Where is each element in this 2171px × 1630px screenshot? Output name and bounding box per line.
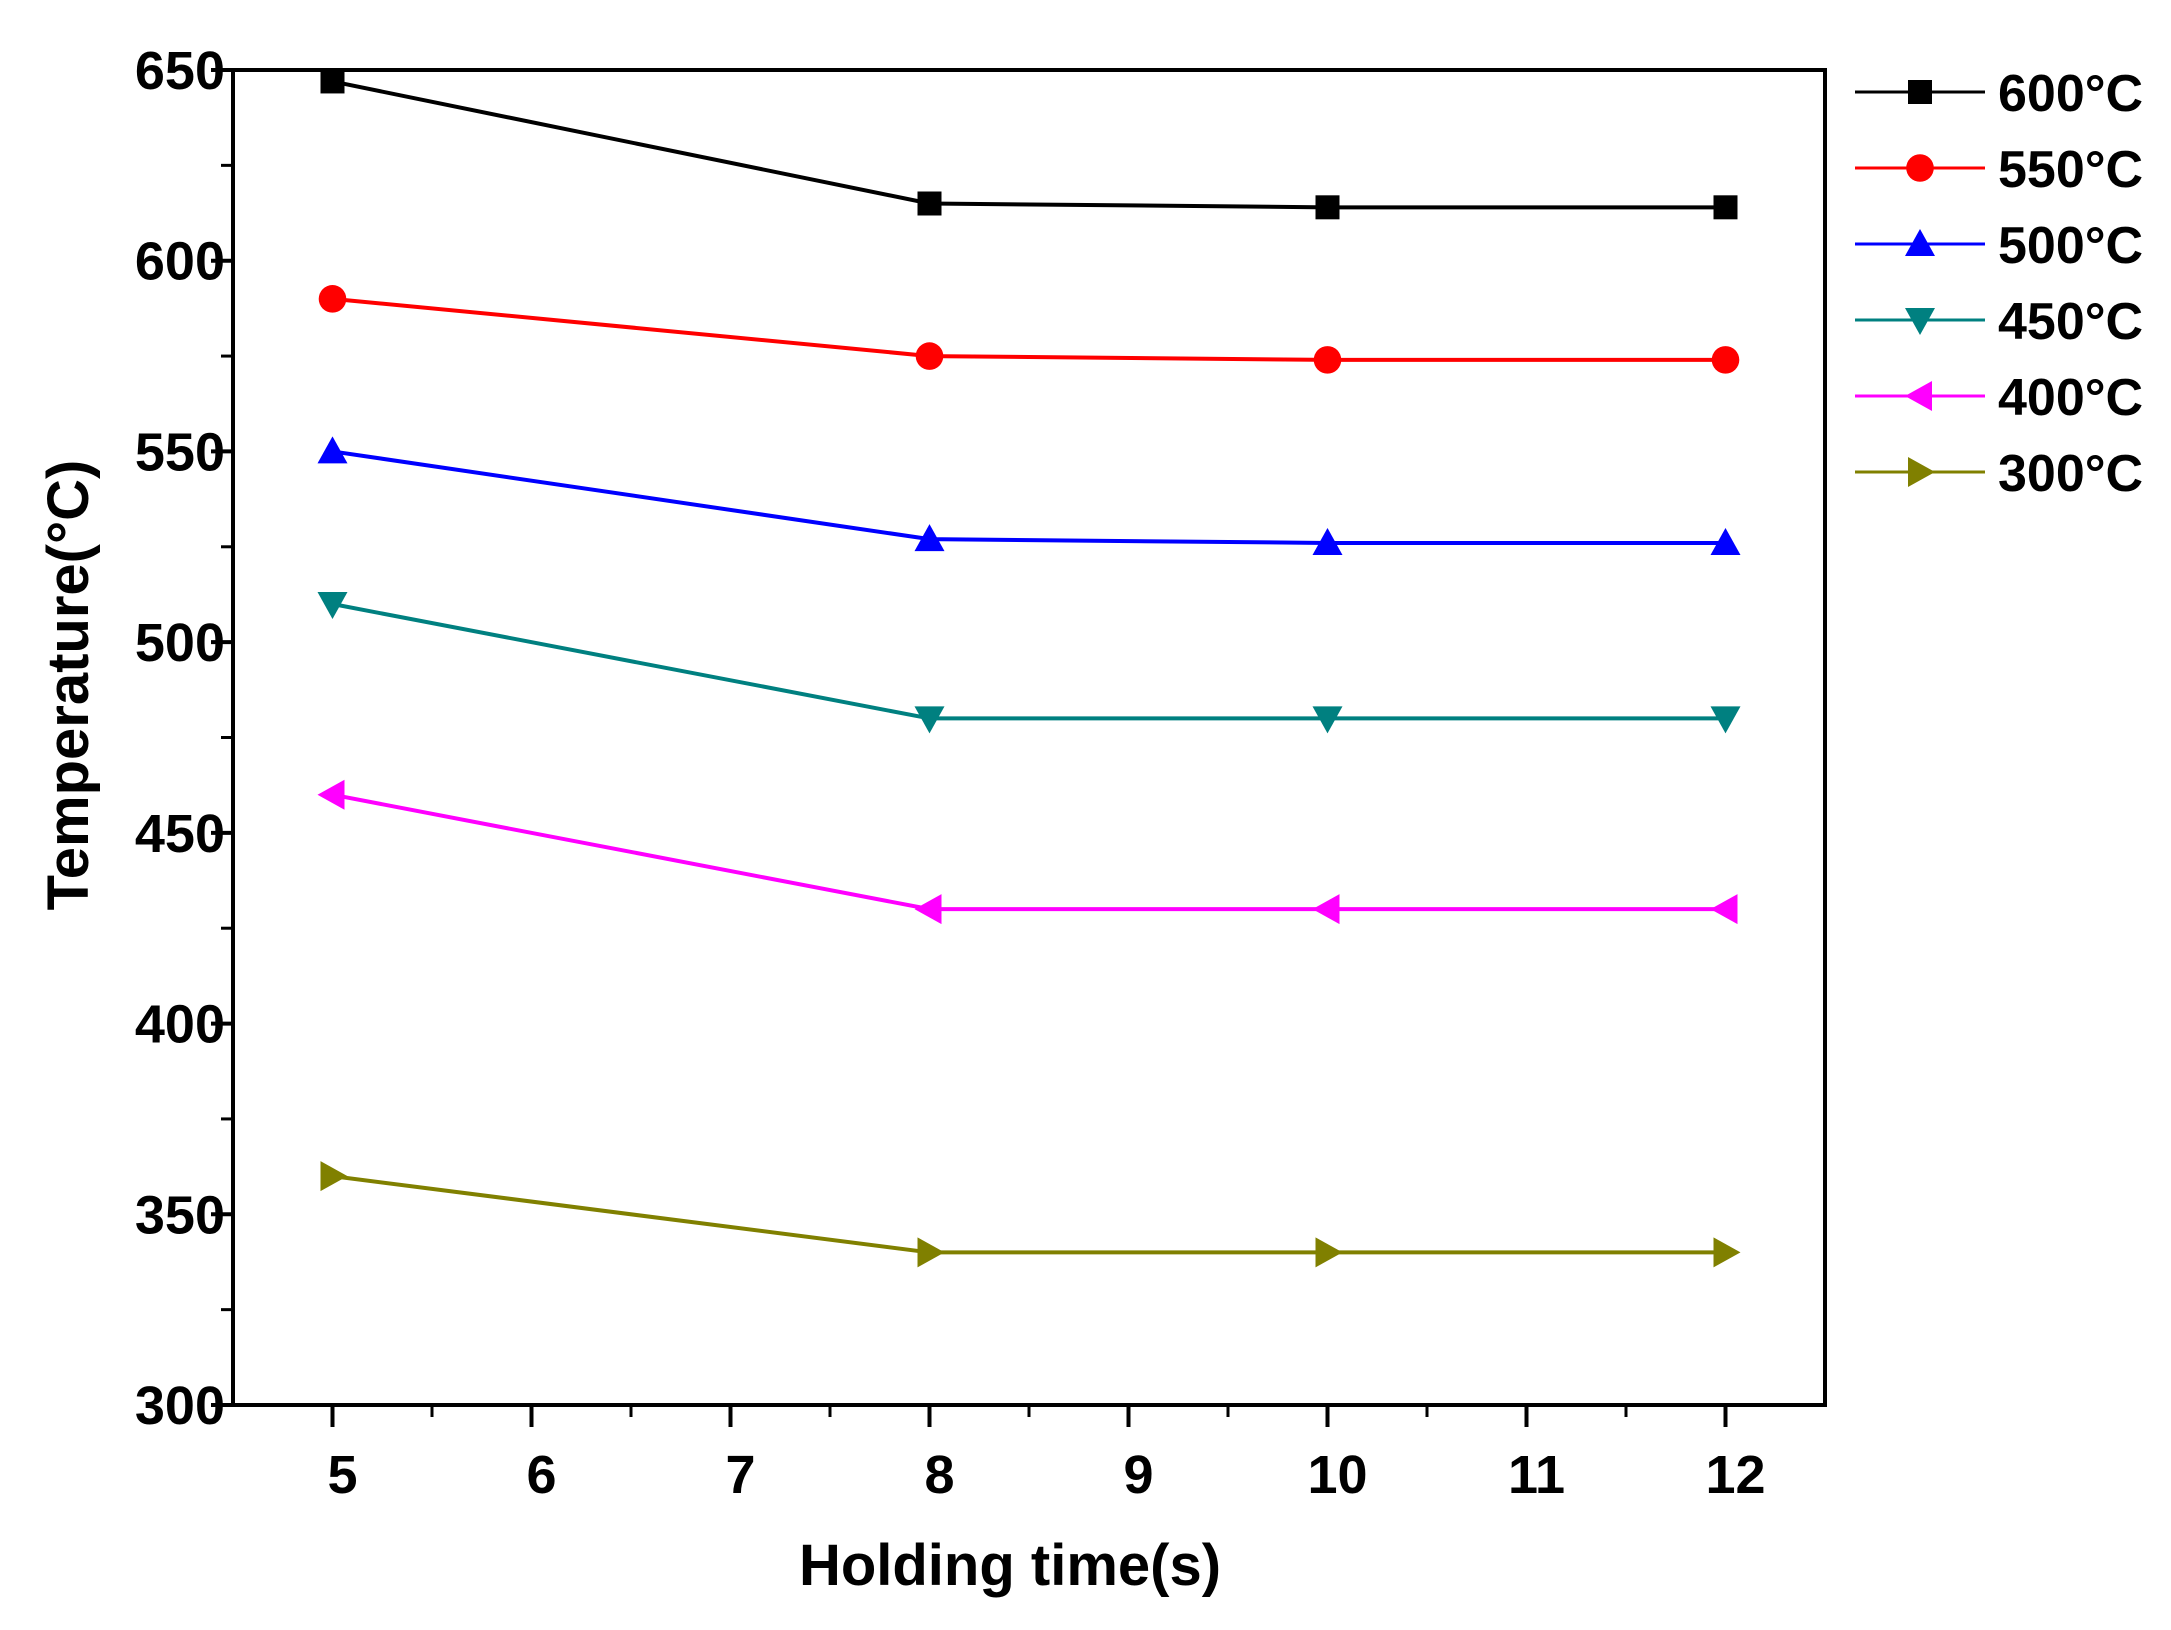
- data-point: [1312, 706, 1343, 734]
- data-point: [1315, 1237, 1343, 1268]
- y-tick-label: 500: [135, 613, 225, 673]
- y-tick-label: 300: [135, 1376, 225, 1436]
- data-point: [1710, 706, 1741, 734]
- legend-marker: [1908, 80, 1932, 104]
- series-1: [318, 285, 1740, 374]
- x-tick-label: 8: [924, 1445, 954, 1505]
- x-tick-label: 9: [1123, 1445, 1153, 1505]
- data-point: [1713, 1237, 1741, 1268]
- data-point: [1313, 346, 1342, 374]
- legend-item: 450°C: [1855, 293, 2143, 351]
- data-point: [317, 779, 345, 810]
- data-point: [1711, 346, 1740, 374]
- legend-marker: [1905, 381, 1932, 411]
- x-tick-label: 11: [1508, 1445, 1565, 1505]
- y-tick-label: 600: [135, 232, 225, 292]
- y-axis: 300 350 400 450 500 550 600 650: [135, 41, 233, 1436]
- series-line: [332, 1174, 1726, 1255]
- legend-label: 550°C: [1998, 141, 2143, 199]
- legend-item: 600°C: [1855, 65, 2143, 123]
- legend-label: 500°C: [1998, 217, 2143, 275]
- legend-item: 500°C: [1855, 217, 2143, 275]
- data-point: [917, 191, 942, 216]
- x-axis: 5 6 7 8 9 10 11 12: [327, 1405, 1766, 1505]
- legend-label: 450°C: [1998, 293, 2143, 351]
- data-point: [320, 1161, 348, 1192]
- series-line: [332, 79, 1726, 210]
- y-tick-label: 450: [135, 804, 225, 864]
- x-tick-label: 5: [327, 1445, 357, 1505]
- data-point: [914, 894, 942, 925]
- x-tick-label: 12: [1705, 1445, 1765, 1505]
- legend-marker: [1908, 457, 1935, 487]
- legend-item: 400°C: [1855, 369, 2143, 427]
- y-tick-label: 550: [135, 422, 225, 482]
- series-line: [332, 296, 1726, 362]
- legend-item: 550°C: [1855, 141, 2143, 199]
- x-axis-title: Holding time(s): [799, 1533, 1221, 1598]
- data-point: [317, 592, 348, 619]
- data-point: [917, 1237, 945, 1268]
- data-point: [915, 342, 944, 370]
- x-tick-label: 10: [1307, 1445, 1367, 1505]
- series-line: [332, 792, 1726, 912]
- data-point: [914, 524, 945, 552]
- data-point: [1312, 527, 1343, 555]
- series-3: [317, 592, 1741, 734]
- y-tick-label: 400: [135, 995, 225, 1055]
- data-point: [1315, 195, 1340, 220]
- legend-item: 300°C: [1855, 445, 2143, 503]
- legend-label: 600°C: [1998, 65, 2143, 123]
- data-point: [914, 706, 945, 734]
- y-tick-label: 650: [135, 41, 225, 101]
- series-4: [317, 779, 1738, 925]
- y-axis-title: Temperature(°C): [36, 460, 101, 911]
- data-point: [1710, 527, 1741, 555]
- legend-marker: [1906, 154, 1934, 182]
- data-point: [1312, 894, 1340, 925]
- series-0: [320, 69, 1738, 220]
- data-point: [320, 69, 345, 94]
- plot-frame: [231, 68, 1827, 1407]
- x-tick-label: 7: [725, 1445, 755, 1505]
- legend-label: 300°C: [1998, 445, 2143, 503]
- series-layer: [317, 69, 1741, 1268]
- data-point: [317, 436, 348, 464]
- series-2: [317, 436, 1741, 555]
- legend: 600°C 550°C 500°C 450°C 400°C 300°C: [1855, 65, 2143, 503]
- data-point: [1713, 195, 1738, 220]
- series-line: [332, 449, 1726, 545]
- legend-label: 400°C: [1998, 369, 2143, 427]
- x-tick-label: 6: [526, 1445, 556, 1505]
- data-point: [318, 285, 347, 313]
- legend-marker: [1905, 229, 1935, 256]
- data-point: [1710, 894, 1738, 925]
- legend-marker: [1905, 308, 1935, 335]
- y-tick-label: 350: [135, 1185, 225, 1245]
- series-line: [332, 602, 1726, 721]
- series-5: [320, 1161, 1741, 1268]
